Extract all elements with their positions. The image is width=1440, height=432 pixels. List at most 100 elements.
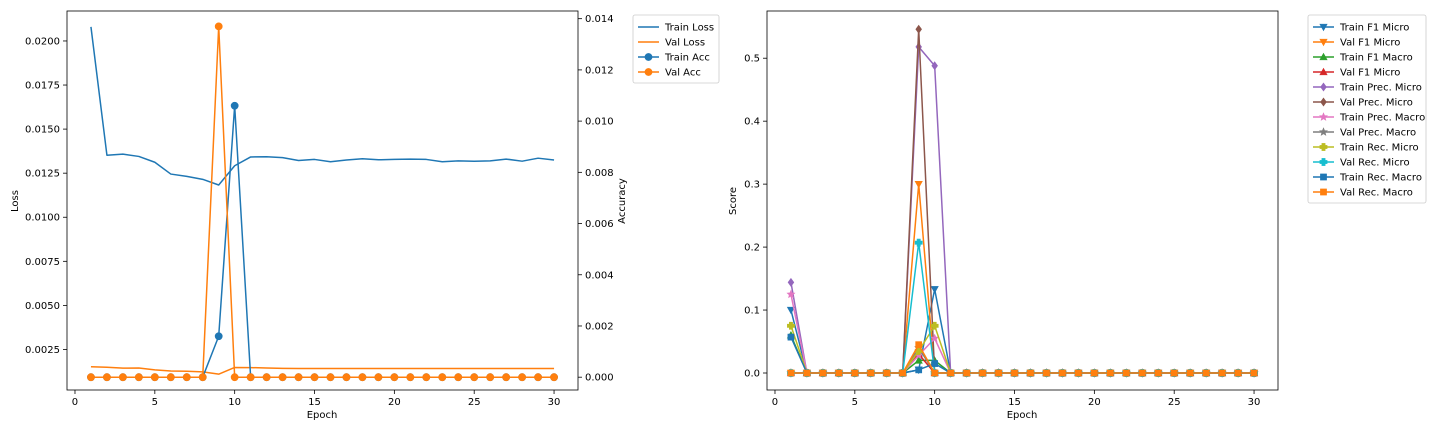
c2-legend-label: Train Rec. Macro (1339, 173, 1422, 184)
c2-legend-label: Train Prec. Micro (1339, 83, 1422, 94)
c1-data-point (87, 373, 95, 382)
c1-legend-item: Train Loss (638, 23, 714, 34)
c2-legend-marker (1319, 23, 1328, 32)
c2-data-point (1106, 369, 1114, 377)
c1-data-point (502, 373, 511, 382)
c1-data-point (118, 373, 127, 382)
c2-legend-item: Train F1 Micro (1313, 23, 1409, 34)
c2-data-point (930, 286, 939, 294)
c1-data-point (486, 373, 495, 382)
c1-data-point (310, 373, 319, 382)
c2-legend-label: Train Prec. Macro (1339, 113, 1425, 124)
chart2-legend: Train F1 Micro Val F1 Micro Train F1 Macro… (1307, 14, 1427, 204)
c2-data-point (835, 369, 843, 377)
c1-x-tick-label: 5 (152, 397, 158, 408)
chart1-frame (66, 10, 579, 391)
chart1-y2-axis-label: Accuracy (617, 178, 628, 224)
c1-y2-tick-label: 0.010 (585, 117, 614, 128)
c2-data-point (1250, 369, 1258, 377)
c1-data-point (358, 373, 367, 382)
c2-y-tick-label: 0.4 (744, 117, 760, 128)
c2-data-point (1154, 369, 1162, 377)
chart2-x-axis-label: Epoch (1007, 410, 1038, 421)
c2-data-point (930, 333, 940, 343)
c2-legend-item: Train Rec. Macro (1313, 173, 1422, 184)
chart1-y-axis-label: Loss (10, 190, 21, 212)
score-chart: 0 5 10 15 20 25 30 0.0 0.1 0.2 0.3 0.4 0.5 Epoch Sc… (728, 10, 1427, 421)
c2-data-point (915, 24, 922, 34)
c1-y-tick-label: 0.0150 (25, 125, 60, 136)
c1-y-tick-label: 0.0050 (25, 301, 60, 312)
c2-data-point (914, 180, 923, 189)
chart1-y-ticks: 0.0025 0.0050 0.0075 0.0100 0.0125 0.0150 0.01… (25, 36, 67, 356)
c2-legend-item: Val Rec. Macro (1313, 188, 1413, 199)
c1-x-tick-label: 15 (308, 397, 321, 408)
c1-data-point (550, 373, 558, 382)
c1-data-point (518, 373, 527, 382)
c1-series-line (90, 365, 555, 375)
c2-legend-item: Train Rec. Micro (1313, 143, 1419, 154)
c1-data-point (262, 373, 271, 382)
c2-data-point (1138, 369, 1146, 377)
c1-y-tick-label: 0.0025 (25, 345, 60, 356)
c2-legend-label: Val Rec. Macro (1340, 188, 1413, 199)
c2-data-point (1218, 369, 1226, 377)
c2-data-point (819, 369, 827, 377)
c2-x-tick-label: 5 (852, 397, 858, 408)
c2-y-tick-label: 0.1 (744, 306, 760, 317)
c1-legend-label: Train Acc (664, 53, 710, 64)
c1-y2-tick-label: 0.008 (585, 168, 614, 179)
c2-legend-label: Train F1 Macro (1339, 53, 1413, 64)
c2-data-point (931, 61, 938, 71)
c2-legend-item: Train Prec. Micro (1313, 83, 1422, 94)
c1-x-tick-label: 20 (388, 397, 401, 408)
c2-legend-label: Val Prec. Macro (1340, 128, 1416, 139)
c2-data-point (930, 321, 939, 330)
c2-legend-label: Val Rec. Micro (1340, 158, 1410, 169)
c1-series-train-loss-0 (90, 26, 555, 186)
c1-data-point (278, 373, 287, 382)
c1-data-point (214, 22, 223, 31)
c2-data-point (1043, 369, 1050, 377)
c2-legend-label: Val F1 Micro (1340, 38, 1400, 49)
c2-data-point (787, 369, 795, 377)
c1-x-tick-label: 25 (468, 397, 481, 408)
c2-data-point (787, 277, 795, 287)
c2-legend-item: Val Prec. Micro (1313, 98, 1413, 109)
c2-x-tick-label: 30 (1248, 397, 1261, 408)
c2-legend-marker (1320, 97, 1327, 107)
c2-y-tick-label: 0.2 (744, 243, 760, 254)
c2-data-point (787, 333, 795, 341)
c2-legend-item: Val Prec. Macro (1313, 127, 1416, 139)
c2-legend-label: Train F1 Micro (1339, 23, 1409, 34)
c2-legend-marker (1318, 127, 1329, 136)
c2-data-point (786, 306, 796, 315)
c2-legend-marker (1320, 173, 1327, 181)
c2-x-tick-label: 10 (928, 397, 941, 408)
c1-data-point (103, 373, 111, 382)
c2-legend-item: Train F1 Macro (1313, 53, 1413, 64)
c1-series-line (90, 26, 555, 186)
c2-legend-label: Val Prec. Micro (1340, 98, 1413, 109)
c2-data-point (1027, 369, 1034, 377)
chart2-y-ticks: 0.0 0.1 0.2 0.3 0.4 0.5 (744, 54, 767, 380)
c1-y2-tick-label: 0.012 (585, 65, 614, 76)
c2-data-point (931, 360, 939, 367)
c1-data-point (214, 332, 223, 341)
c2-data-point (1122, 369, 1130, 377)
c2-data-point (1075, 369, 1082, 377)
c1-x-tick-label: 10 (228, 397, 241, 408)
c1-legend-label: Val Loss (665, 38, 705, 49)
c2-data-point (915, 366, 923, 374)
c2-x-tick-label: 20 (1088, 397, 1101, 408)
c2-data-point (1234, 369, 1242, 377)
chart2-plot-area (786, 24, 1259, 378)
chart2-x-ticks: 0 5 10 15 20 25 30 (772, 390, 1261, 408)
chart1-x-axis-label: Epoch (307, 410, 338, 421)
c1-y2-tick-label: 0.002 (585, 321, 614, 332)
c1-data-point (342, 373, 351, 382)
chart1-plot-area (87, 22, 558, 382)
c1-y2-tick-label: 0.006 (585, 219, 614, 230)
c2-legend-box (1307, 14, 1427, 204)
